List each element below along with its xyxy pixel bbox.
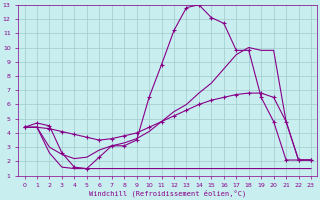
X-axis label: Windchill (Refroidissement éolien,°C): Windchill (Refroidissement éolien,°C) [89, 190, 246, 197]
